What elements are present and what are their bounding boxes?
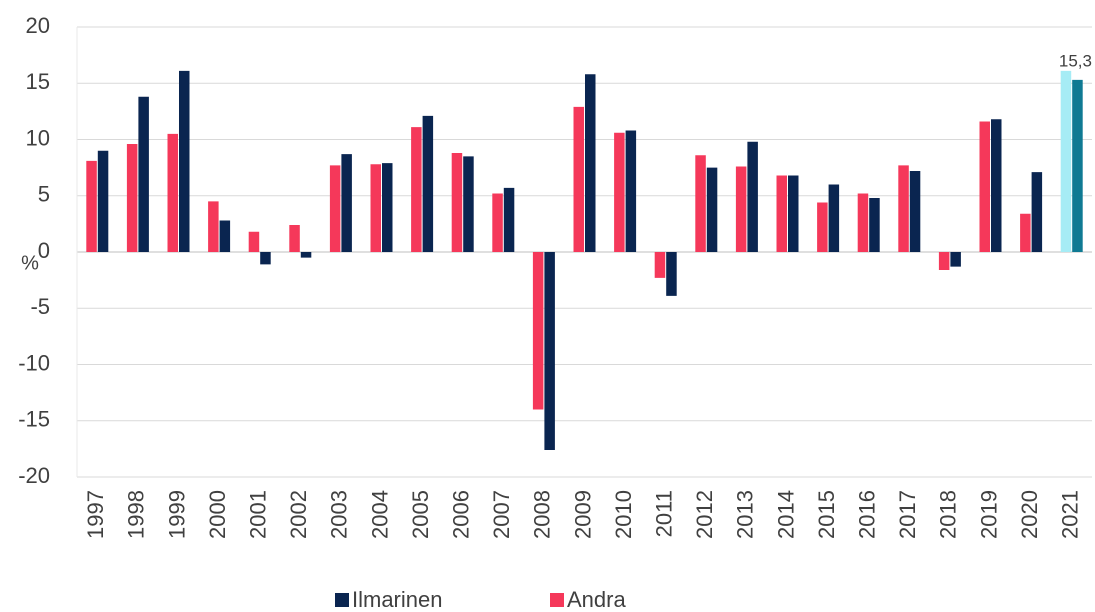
value-label: 15,3: [1059, 51, 1092, 70]
bar: [817, 202, 828, 252]
bar: [138, 96, 149, 252]
x-tick-label: 2015: [814, 490, 839, 539]
x-tick-label: 2020: [1017, 490, 1042, 539]
bar: [828, 184, 840, 252]
x-tick-label: 2002: [286, 490, 311, 539]
bar: [463, 156, 474, 252]
x-tick-label: 2016: [855, 490, 880, 539]
bar: [695, 155, 706, 252]
x-tick-label: 2021: [1058, 490, 1083, 539]
bar: [776, 175, 787, 252]
bar: [208, 201, 219, 252]
bar: [341, 154, 352, 252]
bar: [248, 231, 260, 252]
bar: [300, 252, 312, 258]
bar: [1020, 213, 1031, 252]
x-tick-label: 2013: [733, 490, 758, 539]
bar: [260, 252, 271, 265]
bar: [857, 193, 869, 252]
legend-swatch: [335, 593, 349, 607]
bar: [1072, 79, 1083, 252]
bar: [451, 153, 463, 252]
x-tick-label: 2006: [449, 490, 474, 539]
x-tick-label: 2001: [246, 490, 271, 539]
bar: [585, 74, 596, 252]
bar: [382, 163, 393, 252]
x-tick-label: 2017: [895, 490, 920, 539]
bar: [167, 133, 178, 252]
x-tick-label: 2014: [773, 490, 798, 539]
x-tick-label: 2007: [489, 490, 514, 539]
bar: [219, 220, 231, 252]
x-tick-label: 2000: [205, 490, 230, 539]
bar: [573, 106, 584, 252]
legend-swatch: [550, 593, 564, 607]
bar: [370, 164, 381, 252]
y-tick-label: 20: [26, 13, 50, 38]
x-tick-label: 2009: [570, 490, 595, 539]
y-tick-label: 10: [26, 125, 50, 150]
bar: [86, 160, 97, 252]
bar: [654, 252, 666, 278]
bar: [991, 119, 1002, 252]
x-tick-label: 2019: [976, 490, 1001, 539]
bar: [938, 252, 950, 270]
x-tick-label: 2003: [327, 490, 352, 539]
x-tick-label: 1997: [83, 490, 108, 539]
bar: [97, 150, 109, 252]
bar: [735, 166, 747, 252]
bar: [950, 252, 961, 267]
y-axis-label: %: [21, 252, 39, 274]
bar: [909, 171, 921, 252]
bar: [126, 144, 138, 252]
x-tick-label: 1999: [164, 490, 189, 539]
x-tick-label: 2004: [367, 490, 392, 539]
y-tick-label: 5: [38, 182, 50, 207]
bar: [747, 141, 758, 252]
bar: [788, 175, 799, 252]
bar: [1060, 70, 1072, 252]
x-tick-label: 2018: [936, 490, 961, 539]
x-tick-label: 2005: [408, 490, 433, 539]
x-tick-label: 2008: [530, 490, 555, 539]
x-tick-label: 2010: [611, 490, 636, 539]
bar: [666, 252, 677, 296]
bar: [614, 132, 625, 252]
y-tick-label: 15: [26, 69, 50, 94]
bar: [706, 167, 718, 252]
bar: [625, 130, 637, 252]
bar: [503, 187, 515, 252]
bar: [289, 225, 300, 252]
bar: [329, 165, 341, 252]
bar: [492, 193, 503, 252]
bar: [898, 165, 909, 252]
bar: [422, 115, 434, 252]
bar: [544, 252, 555, 450]
bar: [869, 198, 880, 252]
x-tick-label: 2012: [692, 490, 717, 539]
bar: [179, 70, 190, 252]
y-tick-label: -15: [18, 407, 50, 432]
bar: [979, 121, 990, 252]
y-tick-label: -10: [18, 350, 50, 375]
legend-label: Andra: [567, 587, 626, 612]
bar: [1031, 172, 1043, 252]
bar: [532, 252, 544, 410]
y-tick-label: -5: [30, 294, 50, 319]
bar: [411, 127, 422, 252]
legend-label: Ilmarinen: [352, 587, 442, 612]
x-tick-label: 2011: [652, 490, 677, 537]
x-tick-label: 1998: [124, 490, 149, 539]
y-tick-label: -20: [18, 463, 50, 488]
y-tick-label: 0: [38, 238, 50, 263]
